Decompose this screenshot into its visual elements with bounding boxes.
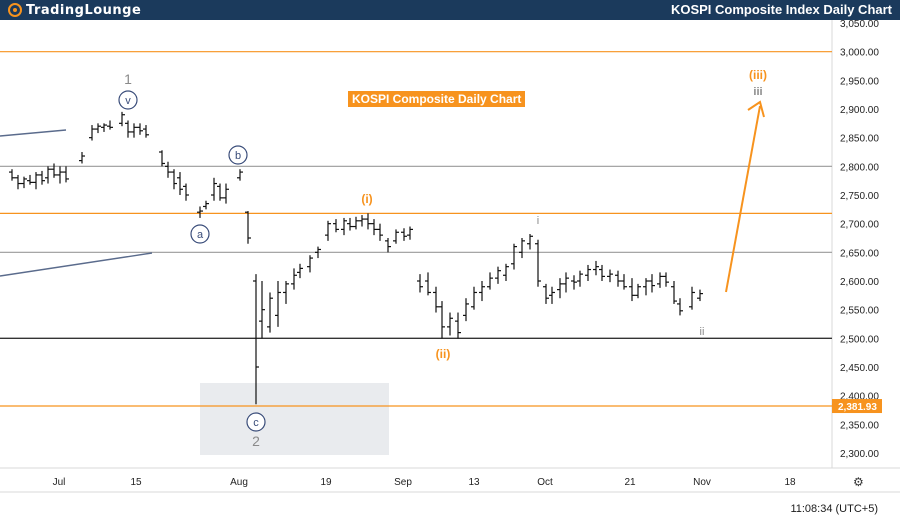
y-tick-label: 3,000.00 [840, 48, 879, 59]
wave-label-ii: (ii) [436, 347, 451, 361]
header-title: KOSPI Composite Index Daily Chart [670, 2, 892, 17]
y-tick-label: 2,950.00 [840, 76, 879, 87]
y-tick-label: 2,650.00 [840, 248, 879, 259]
y-tick-label: 2,700.00 [840, 220, 879, 231]
trendline-upper [0, 129, 67, 137]
price-marker-box [832, 399, 882, 414]
x-tick-label: 13 [468, 477, 480, 488]
wave-label-ii: ii [700, 326, 705, 338]
y-tick-label: 3,050.00 [840, 19, 879, 30]
header-bar: TradingLounge KOSPI Composite Index Dail… [0, 0, 900, 20]
tradinglounge-logo: TradingLounge [8, 1, 141, 19]
trendline-lower [0, 252, 153, 277]
wave-label-b: b [235, 150, 241, 162]
y-tick-label: 2,800.00 [840, 162, 879, 173]
x-tick-label: Oct [537, 477, 553, 488]
y-tick-label: 2,750.00 [840, 191, 879, 202]
y-axis-panel [832, 20, 900, 468]
wave-circle-b [228, 145, 248, 165]
wave-label-a: a [197, 229, 204, 241]
wave-label-iii: iii [753, 86, 762, 98]
projection-line [725, 105, 761, 293]
wave-label-1: 1 [124, 71, 132, 87]
wave-label-i: (i) [361, 192, 372, 206]
logo-text: TradingLounge [26, 2, 142, 18]
y-tick-label: 2,600.00 [840, 277, 879, 288]
projection-arrowhead [747, 100, 765, 118]
x-tick-label: 19 [320, 477, 332, 488]
y-tick-label: 2,300.00 [840, 449, 879, 460]
wave-label-c: c [253, 417, 259, 429]
chart-title-badge: KOSPI Composite Daily Chart [348, 91, 526, 107]
wave-label-2: 2 [252, 433, 260, 449]
logo-icon [8, 3, 22, 17]
y-tick-label: 2,900.00 [840, 105, 879, 116]
clock: 11:08:34 (UTC+5) [790, 503, 878, 515]
wave-label-i: i [537, 215, 539, 227]
settings-gear-icon[interactable]: ⚙ [853, 475, 864, 489]
x-tick-label: Nov [693, 477, 711, 488]
x-tick-label: 18 [784, 477, 796, 488]
wave-label-v: v [125, 95, 131, 107]
x-tick-label: Aug [230, 477, 248, 488]
y-tick-label: 2,350.00 [840, 420, 879, 431]
y-tick-label: 2,550.00 [840, 306, 879, 317]
price-marker-label: 2,381.93 [838, 402, 877, 413]
y-tick-label: 2,500.00 [840, 334, 879, 345]
wave-circle-v [118, 90, 138, 110]
x-tick-label: Sep [394, 477, 412, 488]
x-tick-label: Jul [53, 477, 66, 488]
wave-circle-c [246, 412, 266, 432]
x-tick-label: 21 [624, 477, 636, 488]
y-tick-label: 2,450.00 [840, 363, 879, 374]
y-tick-label: 2,850.00 [840, 134, 879, 145]
wave-circle-a [190, 224, 210, 244]
x-tick-label: 15 [130, 477, 142, 488]
wave-label-iii: (iii) [749, 68, 767, 82]
y-tick-label: 2,400.00 [840, 392, 879, 403]
wave-2-zone [200, 383, 389, 455]
